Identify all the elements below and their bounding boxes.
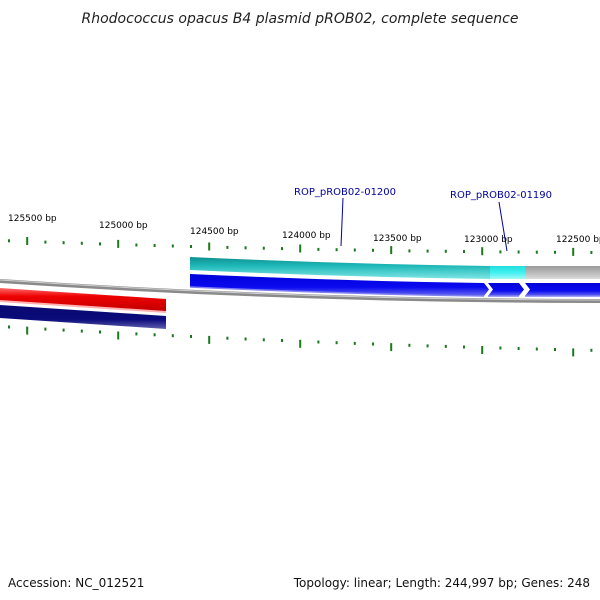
feature-blue-edge	[189, 286, 600, 297]
inner-tick-marks	[8, 325, 593, 357]
tick-label-125500: 125500 bp	[8, 214, 57, 224]
gene-label-rop-pROB02-01190[interactable]: ROP_pROB02-01190	[450, 190, 552, 201]
gene-label-leader-01190	[498, 201, 508, 252]
outer-tick-marks	[8, 237, 593, 256]
plasmid-backbone-highlight	[0, 279, 600, 301]
feature-navy[interactable]	[0, 305, 166, 329]
gene-label-rop-pROB02-01200[interactable]: ROP_pROB02-01200	[294, 187, 396, 198]
feature-teal[interactable]	[190, 257, 490, 279]
feature-gray[interactable]	[525, 266, 600, 279]
feature-red[interactable]	[0, 288, 166, 312]
tick-label-124000: 124000 bp	[282, 231, 331, 241]
tick-label-123500: 123500 bp	[373, 234, 422, 244]
tick-label-122500: 122500 bp	[556, 235, 600, 245]
genome-summary-text: Topology: linear; Length: 244,997 bp; Ge…	[293, 576, 590, 590]
gene-label-leader-01200	[340, 197, 344, 247]
map-title: Rhodococcus opacus B4 plasmid pROB02, co…	[82, 11, 519, 27]
feature-blue-right[interactable]	[525, 283, 600, 296]
tick-label-123000: 123000 bp	[464, 235, 513, 245]
feature-cyan[interactable]	[490, 266, 525, 279]
tick-label-125000: 125000 bp	[99, 221, 148, 231]
gene-arrow-rop-pROB02-01200[interactable]	[190, 274, 489, 296]
accession-text: Accession: NC_012521	[8, 576, 144, 590]
gene-arrow-rop-pROB02-01190[interactable]	[488, 283, 524, 296]
feature-red-edge	[0, 300, 167, 313]
plasmid-backbone	[0, 279, 600, 303]
tick-label-124500: 124500 bp	[190, 227, 239, 237]
